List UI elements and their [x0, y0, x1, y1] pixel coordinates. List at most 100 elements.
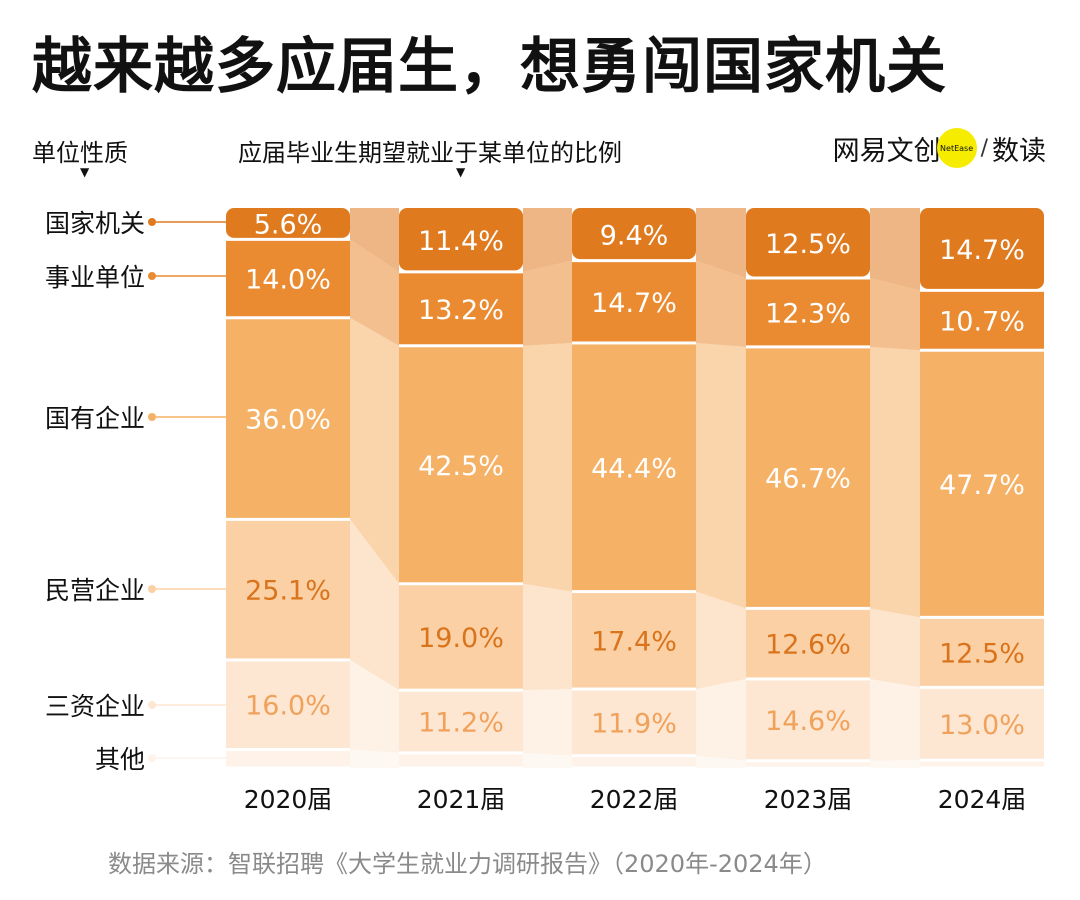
bar-segment [920, 208, 1044, 289]
series-4: 25.1% 19.0% 17.4% 12.6% 12.5% [226, 520, 1044, 689]
connector-band-2 [870, 278, 920, 351]
data-label: 47.7% [939, 470, 1025, 501]
bar-segment [746, 680, 870, 760]
connector-band-6 [870, 760, 920, 768]
bar-segment [746, 348, 870, 607]
category-label: 三资企业 [44, 692, 145, 721]
data-label: 36.0% [245, 405, 331, 436]
connector-bands [350, 208, 920, 768]
data-source: 数据来源：智联招聘《大学生就业力调研报告》（2020年-2024年） [108, 850, 827, 878]
bar-segment [399, 754, 523, 767]
category-label: 国有企业 [44, 404, 145, 433]
x-tick-label: 2022届 [590, 785, 679, 814]
connector-band-3 [350, 317, 399, 584]
data-label: 11.2% [418, 708, 504, 739]
data-label: 13.2% [418, 295, 504, 326]
category-label: 民营企业 [44, 576, 145, 605]
x-tick-label: 2024届 [938, 785, 1027, 814]
bar-segment [746, 279, 870, 346]
category-label: 国家机关 [44, 209, 145, 238]
connector-band-5 [696, 678, 746, 761]
category-dot [148, 272, 156, 280]
category-label: 事业单位 [44, 263, 145, 292]
bar-segment [572, 208, 696, 260]
x-tick-label: 2020届 [244, 785, 333, 814]
bar-segment [920, 291, 1044, 349]
data-label: 19.0% [418, 623, 504, 654]
connector-band-3 [523, 342, 572, 592]
connector-band-6 [350, 749, 399, 768]
bar-segment [746, 762, 870, 767]
brand-logo: 网易文创 NetEase / 数读 [833, 128, 1046, 168]
connector-band-4 [696, 591, 746, 690]
bar-segment [226, 661, 350, 749]
bar-segment [226, 520, 350, 659]
connector-band-1 [350, 208, 399, 272]
connector-band-1 [523, 208, 572, 272]
subtitle-arrow-icon: ▼ [456, 165, 466, 179]
data-label: 9.4% [600, 220, 669, 251]
data-label: 12.3% [765, 298, 851, 329]
connector-band-5 [523, 689, 572, 756]
category-dot [148, 585, 156, 593]
data-label: 14.7% [591, 288, 677, 319]
connector-band-2 [523, 260, 572, 346]
bar-segment [572, 593, 696, 688]
series-2: 14.0% 13.2% 14.7% 12.3% 10.7% [226, 240, 1044, 349]
data-label: 12.5% [765, 229, 851, 260]
x-tick-label: 2021届 [417, 785, 506, 814]
data-label: 12.5% [939, 638, 1025, 669]
data-label: 14.6% [765, 706, 851, 737]
connector-band-2 [696, 260, 746, 347]
connector-band-1 [870, 208, 920, 291]
data-label: 44.4% [591, 453, 677, 484]
data-label: 14.7% [939, 235, 1025, 266]
bar-segment [572, 262, 696, 342]
series-5: 16.0% 11.2% 11.9% 14.6% 13.0% [226, 661, 1044, 760]
data-label: 14.0% [245, 265, 331, 296]
netease-badge-icon: NetEase [936, 128, 977, 168]
connector-band-3 [870, 346, 920, 618]
connector-band-4 [523, 583, 572, 691]
page-title: 越来越多应届生，想勇闯国家机关 [32, 32, 947, 102]
connector-band-6 [696, 755, 746, 768]
data-label: 13.0% [939, 710, 1025, 741]
series-3: 36.0% 42.5% 44.4% 46.7% 47.7% [226, 319, 1044, 616]
connector-band-4 [350, 519, 399, 691]
data-label: 25.1% [245, 576, 331, 607]
brand-slash: / [980, 135, 988, 161]
category-label: 其他 [94, 745, 145, 774]
bar-segment [226, 319, 350, 518]
connector-band-3 [696, 342, 746, 609]
data-label: 17.4% [591, 626, 677, 657]
data-label: 5.6% [254, 210, 323, 241]
category-dot [148, 413, 156, 421]
bar-segment [746, 609, 870, 678]
series-1: 5.6% 11.4% 9.4% 12.5% 14.7% [226, 208, 1044, 289]
bar-segment [572, 757, 696, 767]
connector-band-1 [696, 208, 746, 278]
data-label: 12.6% [765, 630, 851, 661]
category-header-arrow-icon: ▼ [80, 165, 90, 179]
data-label: 10.7% [939, 306, 1025, 337]
data-label: 42.5% [418, 451, 504, 482]
bar-segment [920, 618, 1044, 686]
connector-band-6 [523, 752, 572, 768]
connector-band-5 [870, 678, 920, 761]
chart-subtitle: 应届毕业生期望就业于某单位的比例 [238, 139, 622, 167]
bar-segment [746, 208, 870, 277]
bar-segment [572, 690, 696, 755]
category-column-header: 单位性质 [32, 139, 128, 167]
bar-segment [572, 344, 696, 591]
brand-name: 网易文创 [832, 135, 941, 167]
category-dot [148, 754, 156, 762]
bar-segment [920, 688, 1044, 759]
data-label: 11.9% [591, 708, 677, 739]
bar-segment [399, 585, 523, 689]
bar-segment [226, 240, 350, 317]
connector-band-4 [870, 608, 920, 688]
brand-suffix: 数读 [992, 135, 1046, 167]
category-dot [148, 218, 156, 226]
bar-segment [226, 208, 350, 238]
bar-segment [399, 347, 523, 583]
